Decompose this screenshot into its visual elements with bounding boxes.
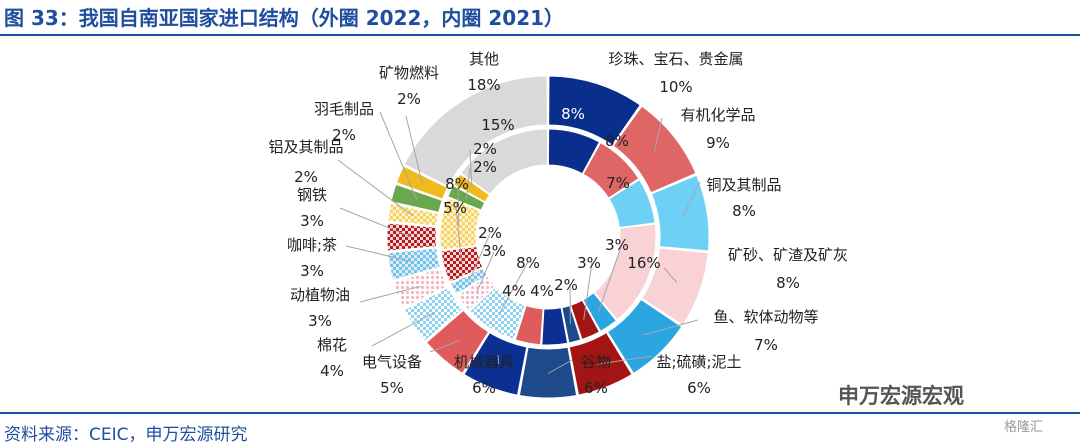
outer-category-label-1: 有机化学品 [680,106,755,124]
inner-value-label-4: 3% [605,236,629,254]
outer-value-label-1: 9% [706,134,730,152]
outer-value-label-12: 3% [300,212,324,230]
outer-category-label-6: 谷物 [581,353,611,371]
outer-category-label-0: 珍珠、宝石、贵金属 [608,50,743,68]
outer-category-label-5: 盐;硫磺;泥土 [656,353,741,371]
inner-value-label-12: 5% [443,199,467,217]
inner-value-label-2: 7% [606,174,630,192]
outer-category-label-10: 动植物油 [290,286,350,304]
outer-category-label-7: 机械器具 [454,353,514,371]
outer-category-label-9: 棉花 [317,336,347,354]
outer-value-label-2: 8% [732,202,756,220]
watermark-logo: 格隆汇 [1004,416,1043,435]
outer-value-label-15: 2% [397,90,421,108]
outer-category-label-16: 其他 [469,50,499,68]
source-note: 资料来源：CEIC，申万宏源研究 [4,420,248,445]
outer-category-label-11: 咖啡;茶 [287,236,337,254]
outer-value-label-10: 3% [308,312,332,330]
inner-value-label-8: 4% [530,282,554,300]
inner-value-label-9: 8% [516,254,540,272]
outer-value-label-9: 4% [320,362,344,380]
outer-category-label-2: 铜及其制品 [706,176,781,194]
outer-category-label-4: 鱼、软体动物等 [713,308,818,326]
outer-value-label-8: 5% [380,379,404,397]
inner-value-label-7: 4% [502,282,526,300]
outer-value-label-16: 18% [467,76,500,94]
outer-value-label-4: 7% [754,336,778,354]
inner-value-label-0: 8% [561,105,585,123]
inner-value-label-16: 15% [481,116,514,134]
inner-value-label-1: 8% [605,132,629,150]
outer-value-label-6: 6% [584,379,608,397]
inner-value-label-13: 8% [445,175,469,193]
inner-value-label-6: 2% [554,276,578,294]
outer-category-label-15: 矿物燃料 [379,64,439,82]
outer-value-label-5: 6% [687,379,711,397]
outer-value-label-3: 8% [776,274,800,292]
outer-slice-12 [387,223,436,251]
outer-value-label-0: 10% [659,78,692,96]
inner-value-label-11: 2% [478,224,502,242]
outer-category-label-12: 钢铁 [297,186,327,204]
inner-value-label-15: 2% [473,140,497,158]
outer-value-label-7: 6% [472,379,496,397]
outer-category-label-8: 电气设备 [362,353,422,371]
outer-category-label-14: 羽毛制品 [314,100,374,118]
outer-value-label-13: 2% [294,168,318,186]
watermark: 申万宏源宏观 [838,380,964,410]
footer-divider [0,412,1080,414]
inner-value-label-3: 16% [627,254,660,272]
outer-category-label-3: 矿砂、矿渣及矿灰 [728,246,848,264]
outer-value-label-11: 3% [300,262,324,280]
outer-value-label-14: 2% [332,126,356,144]
outer-slice-6 [519,347,576,398]
inner-value-label-14: 2% [473,158,497,176]
inner-value-label-5: 3% [577,254,601,272]
inner-value-label-10: 3% [482,242,506,260]
